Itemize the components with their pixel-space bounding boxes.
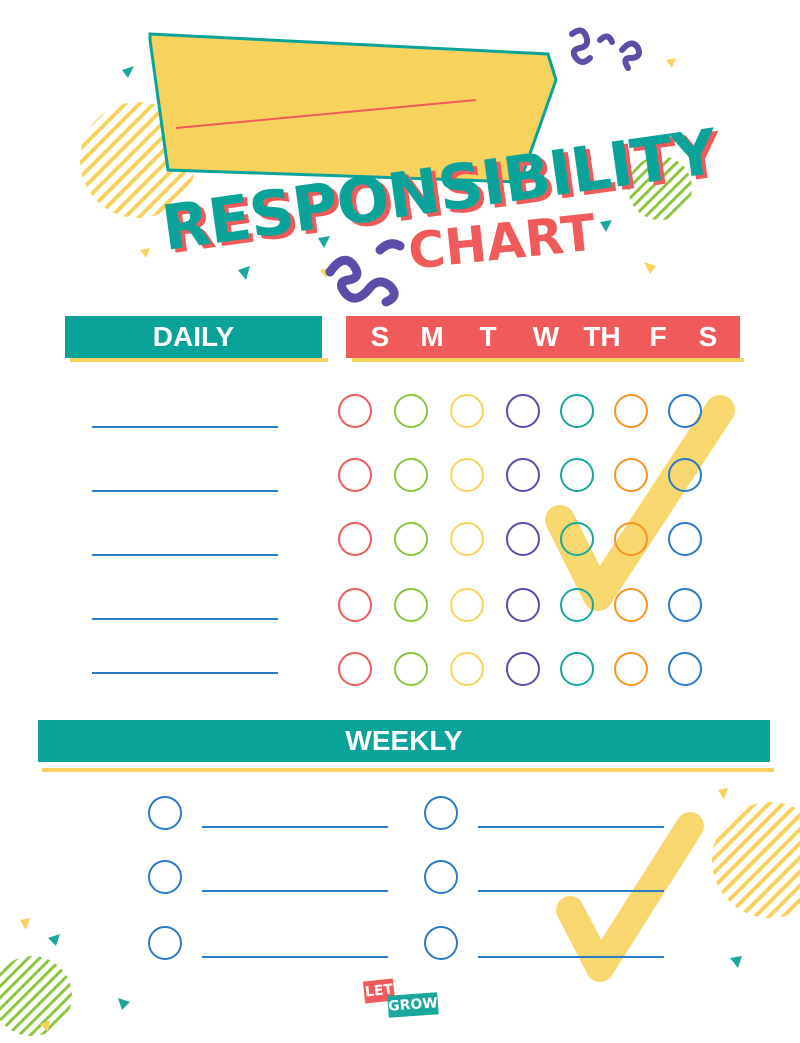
daily-checkbox[interactable]: [450, 522, 484, 556]
daily-checkbox[interactable]: [450, 588, 484, 622]
daily-checkbox[interactable]: [560, 458, 594, 492]
daily-checkbox[interactable]: [614, 652, 648, 686]
daily-checkbox[interactable]: [394, 588, 428, 622]
day-label-mon: M: [420, 321, 444, 352]
daily-checkbox[interactable]: [668, 522, 702, 556]
triangle-confetti-icon: [730, 956, 742, 968]
triangle-confetti-icon: [140, 248, 150, 258]
weekly-task-line[interactable]: [478, 826, 664, 828]
bar-shadow: [42, 768, 774, 772]
weekly-checkbox[interactable]: [148, 926, 182, 960]
daily-checkbox[interactable]: [560, 522, 594, 556]
squiggle-icon: [569, 27, 615, 65]
weekly-label: WEEKLY: [345, 725, 463, 756]
triangle-confetti-icon: [600, 220, 612, 232]
squiggle-icon: [619, 40, 642, 71]
striped-circle-icon: [0, 956, 72, 1036]
daily-checkbox[interactable]: [450, 394, 484, 428]
daily-checkbox[interactable]: [394, 394, 428, 428]
checkmark-icon: [556, 812, 704, 982]
daily-checkbox[interactable]: [560, 652, 594, 686]
daily-checkbox[interactable]: [394, 652, 428, 686]
daily-checkbox[interactable]: [560, 394, 594, 428]
daily-label: DAILY: [152, 321, 235, 352]
triangle-confetti-icon: [20, 918, 30, 930]
weekly-task-line[interactable]: [202, 890, 388, 892]
striped-circle-icon: [712, 802, 800, 918]
daily-task-line[interactable]: [92, 554, 278, 556]
triangle-confetti-icon: [318, 236, 330, 248]
daily-checkbox[interactable]: [614, 394, 648, 428]
weekly-checkbox[interactable]: [424, 796, 458, 830]
daily-checkbox[interactable]: [668, 652, 702, 686]
triangle-confetti-icon: [40, 1020, 50, 1032]
daily-checkbox[interactable]: [668, 458, 702, 492]
daily-checkbox[interactable]: [614, 458, 648, 492]
daily-checkbox[interactable]: [506, 588, 540, 622]
daily-checkbox[interactable]: [614, 522, 648, 556]
daily-checkbox[interactable]: [450, 458, 484, 492]
logo-grow: GROW: [387, 992, 439, 1018]
triangle-confetti-icon: [644, 262, 656, 274]
daily-checkbox[interactable]: [506, 394, 540, 428]
weekly-task-line[interactable]: [478, 890, 664, 892]
checkmark-icon: [545, 395, 735, 611]
daily-checkbox[interactable]: [668, 588, 702, 622]
day-label-sun: S: [370, 321, 390, 352]
daily-header: DAILY: [65, 316, 322, 358]
weekly-checkbox[interactable]: [424, 860, 458, 894]
day-label-tue: T: [479, 321, 497, 352]
daily-checkbox[interactable]: [506, 522, 540, 556]
daily-checkbox[interactable]: [560, 588, 594, 622]
title-banner: [148, 32, 558, 184]
daily-task-line[interactable]: [92, 426, 278, 428]
letgrow-logo: LET GROW: [362, 978, 440, 1018]
weekly-task-line[interactable]: [478, 956, 664, 958]
day-label-sat: S: [698, 321, 718, 352]
daily-checkbox[interactable]: [506, 458, 540, 492]
daily-checkbox[interactable]: [506, 652, 540, 686]
daily-checkbox[interactable]: [338, 522, 372, 556]
weekly-task-line[interactable]: [202, 826, 388, 828]
squiggle-icon: [325, 239, 405, 307]
daily-task-line[interactable]: [92, 490, 278, 492]
daily-task-line[interactable]: [92, 618, 278, 620]
day-label-wed: W: [532, 321, 560, 352]
triangle-confetti-icon: [718, 788, 728, 800]
day-label-fri: F: [649, 321, 667, 352]
days-header: S M T W TH F S: [346, 316, 740, 358]
triangle-confetti-icon: [122, 66, 134, 78]
daily-checkbox[interactable]: [338, 394, 372, 428]
triangle-confetti-icon: [666, 58, 676, 68]
triangle-confetti-icon: [238, 266, 250, 280]
daily-checkbox[interactable]: [394, 522, 428, 556]
daily-checkbox[interactable]: [614, 588, 648, 622]
weekly-header: WEEKLY: [38, 720, 770, 762]
weekly-checkbox[interactable]: [148, 796, 182, 830]
bar-shadow: [352, 358, 744, 362]
daily-checkbox[interactable]: [394, 458, 428, 492]
daily-checkbox[interactable]: [338, 652, 372, 686]
day-label-thu: TH: [583, 321, 621, 352]
bar-shadow: [70, 358, 328, 362]
triangle-confetti-icon: [118, 998, 130, 1010]
daily-checkbox[interactable]: [338, 588, 372, 622]
daily-checkbox[interactable]: [450, 652, 484, 686]
daily-checkbox[interactable]: [668, 394, 702, 428]
title-banner-line: [175, 99, 477, 129]
triangle-confetti-icon: [48, 934, 60, 946]
weekly-task-line[interactable]: [202, 956, 388, 958]
striped-circle-icon: [628, 156, 692, 220]
weekly-checkbox[interactable]: [424, 926, 458, 960]
weekly-checkbox[interactable]: [148, 860, 182, 894]
daily-checkbox[interactable]: [338, 458, 372, 492]
daily-task-line[interactable]: [92, 672, 278, 674]
